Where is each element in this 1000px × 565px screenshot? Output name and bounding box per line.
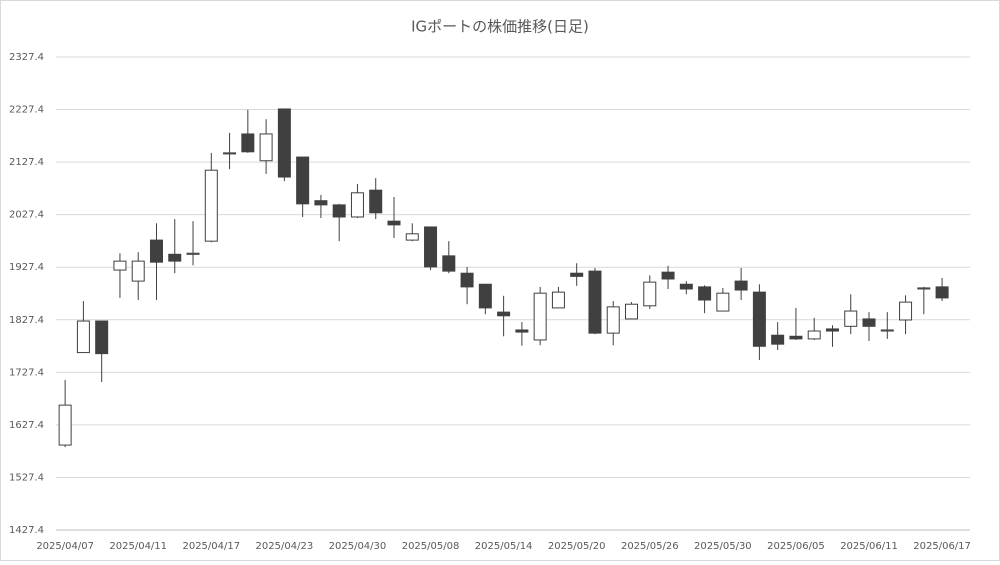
candle-body [807, 330, 821, 340]
x-tick-label: 2025/05/20 [548, 541, 606, 552]
candle-body [76, 320, 90, 354]
y-tick-label: 1627.4 [9, 420, 44, 431]
x-tick-label: 2025/04/30 [329, 541, 387, 552]
candle-body [442, 255, 456, 272]
candle-body [643, 281, 657, 307]
y-tick-label: 1927.4 [9, 262, 44, 273]
candle-body [186, 252, 200, 255]
candle-body [168, 253, 182, 262]
candle-body [131, 260, 145, 282]
candle-body [551, 291, 565, 309]
candle-body [515, 329, 529, 333]
candle-body [698, 286, 712, 301]
candle-body [606, 306, 620, 334]
candle-body [259, 133, 273, 162]
candle-body [478, 283, 492, 309]
candle-body [149, 239, 163, 263]
candle-body [296, 156, 310, 205]
candle-body [880, 329, 894, 332]
y-tick-label: 1527.4 [9, 472, 44, 483]
candle-body [679, 283, 693, 290]
candle-body [387, 220, 401, 226]
y-tick-label: 1727.4 [9, 367, 44, 378]
y-tick-label: 2127.4 [9, 157, 44, 168]
x-tick-label: 2025/05/26 [621, 541, 679, 552]
candle-body [625, 303, 639, 320]
candle-body [899, 301, 913, 321]
candle-body [570, 272, 584, 277]
x-tick-label: 2025/05/30 [694, 541, 752, 552]
candle-body [58, 404, 72, 446]
candle-body [314, 200, 328, 206]
candle-body [789, 335, 803, 340]
candle-body [424, 226, 438, 268]
candle-body [844, 310, 858, 327]
candle-body [369, 189, 383, 214]
candle-body [460, 272, 474, 288]
candle-body [716, 292, 730, 312]
candle-body [497, 311, 511, 317]
x-tick-label: 2025/04/11 [109, 541, 167, 552]
x-tick-label: 2025/06/17 [913, 541, 971, 552]
candle-body [533, 292, 547, 341]
y-tick-label: 2227.4 [9, 105, 44, 116]
candle-body [825, 328, 839, 332]
y-tick-label: 2327.4 [9, 52, 44, 63]
y-tick-label: 2027.4 [9, 210, 44, 221]
candle-body [661, 271, 675, 280]
candle-body [350, 192, 364, 218]
candle-body [204, 169, 218, 242]
candle-body [752, 291, 766, 347]
candle-body [771, 334, 785, 345]
chart-title: IGポートの株価推移(日足) [411, 18, 589, 36]
x-tick-label: 2025/06/05 [767, 541, 825, 552]
candle-body [734, 280, 748, 291]
candle-body [405, 233, 419, 241]
x-tick-label: 2025/05/08 [402, 541, 460, 552]
y-tick-label: 1427.4 [9, 525, 44, 536]
candle-body [113, 260, 127, 271]
candle-body [935, 286, 949, 299]
candle-body [588, 270, 602, 334]
x-tick-label: 2025/05/14 [475, 541, 533, 552]
candle-body [95, 320, 109, 355]
candle-body [223, 152, 237, 155]
x-tick-label: 2025/06/11 [840, 541, 898, 552]
candle-body [277, 108, 291, 178]
x-tick-label: 2025/04/07 [36, 541, 94, 552]
x-tick-label: 2025/04/23 [256, 541, 314, 552]
y-tick-label: 1827.4 [9, 315, 44, 326]
candle-body [862, 318, 876, 327]
x-tick-label: 2025/04/17 [182, 541, 240, 552]
candle-body [332, 204, 346, 218]
candle-body [241, 133, 255, 153]
candle-body [917, 287, 931, 290]
